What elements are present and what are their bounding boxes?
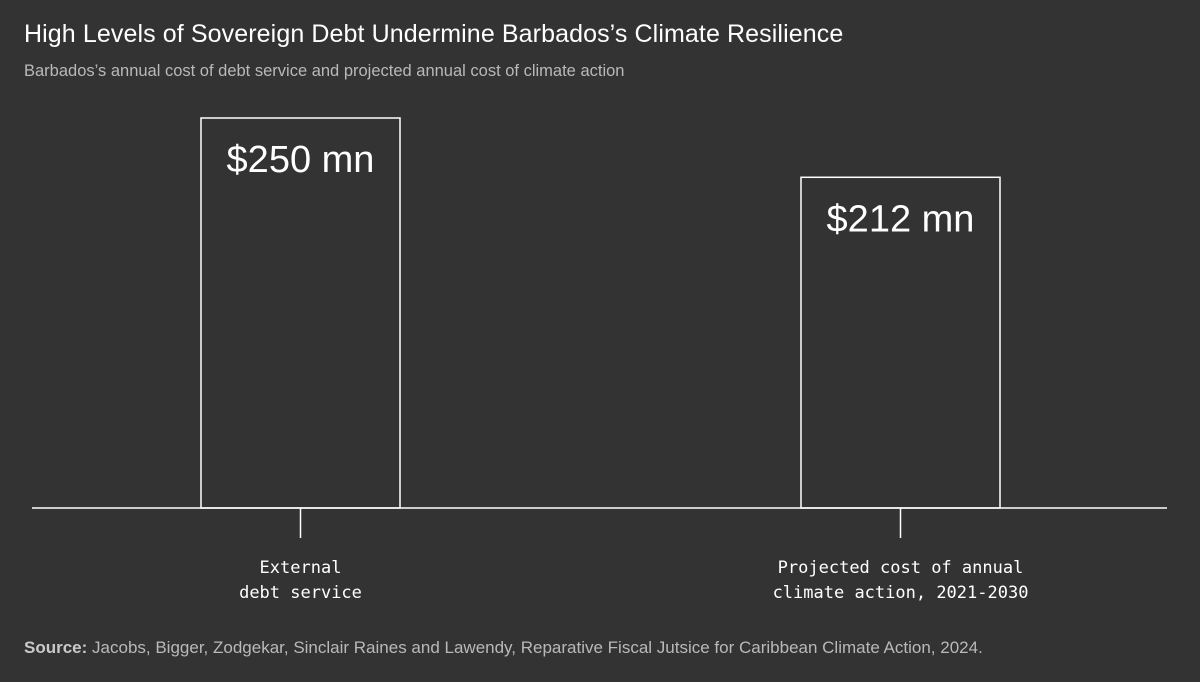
bar-value-label-2: $212 mn xyxy=(827,198,975,240)
x-tick-label-2-line-1: Projected cost of annual xyxy=(778,558,1024,578)
source-text: Jacobs, Bigger, Zodgekar, Sinclair Raine… xyxy=(92,638,983,657)
chart-subtitle: Barbados’s annual cost of debt service a… xyxy=(24,62,625,80)
bar-value-label-1: $250 mn xyxy=(227,139,375,181)
source-note: Source: Jacobs, Bigger, Zodgekar, Sincla… xyxy=(24,638,983,658)
x-tick-label-2-line-2: climate action, 2021-2030 xyxy=(773,583,1029,603)
chart-title: High Levels of Sovereign Debt Undermine … xyxy=(24,20,844,48)
source-label: Source: xyxy=(24,638,88,657)
x-tick-label-1-line-1: External xyxy=(260,558,342,578)
x-tick-label-1-line-2: debt service xyxy=(239,583,362,603)
